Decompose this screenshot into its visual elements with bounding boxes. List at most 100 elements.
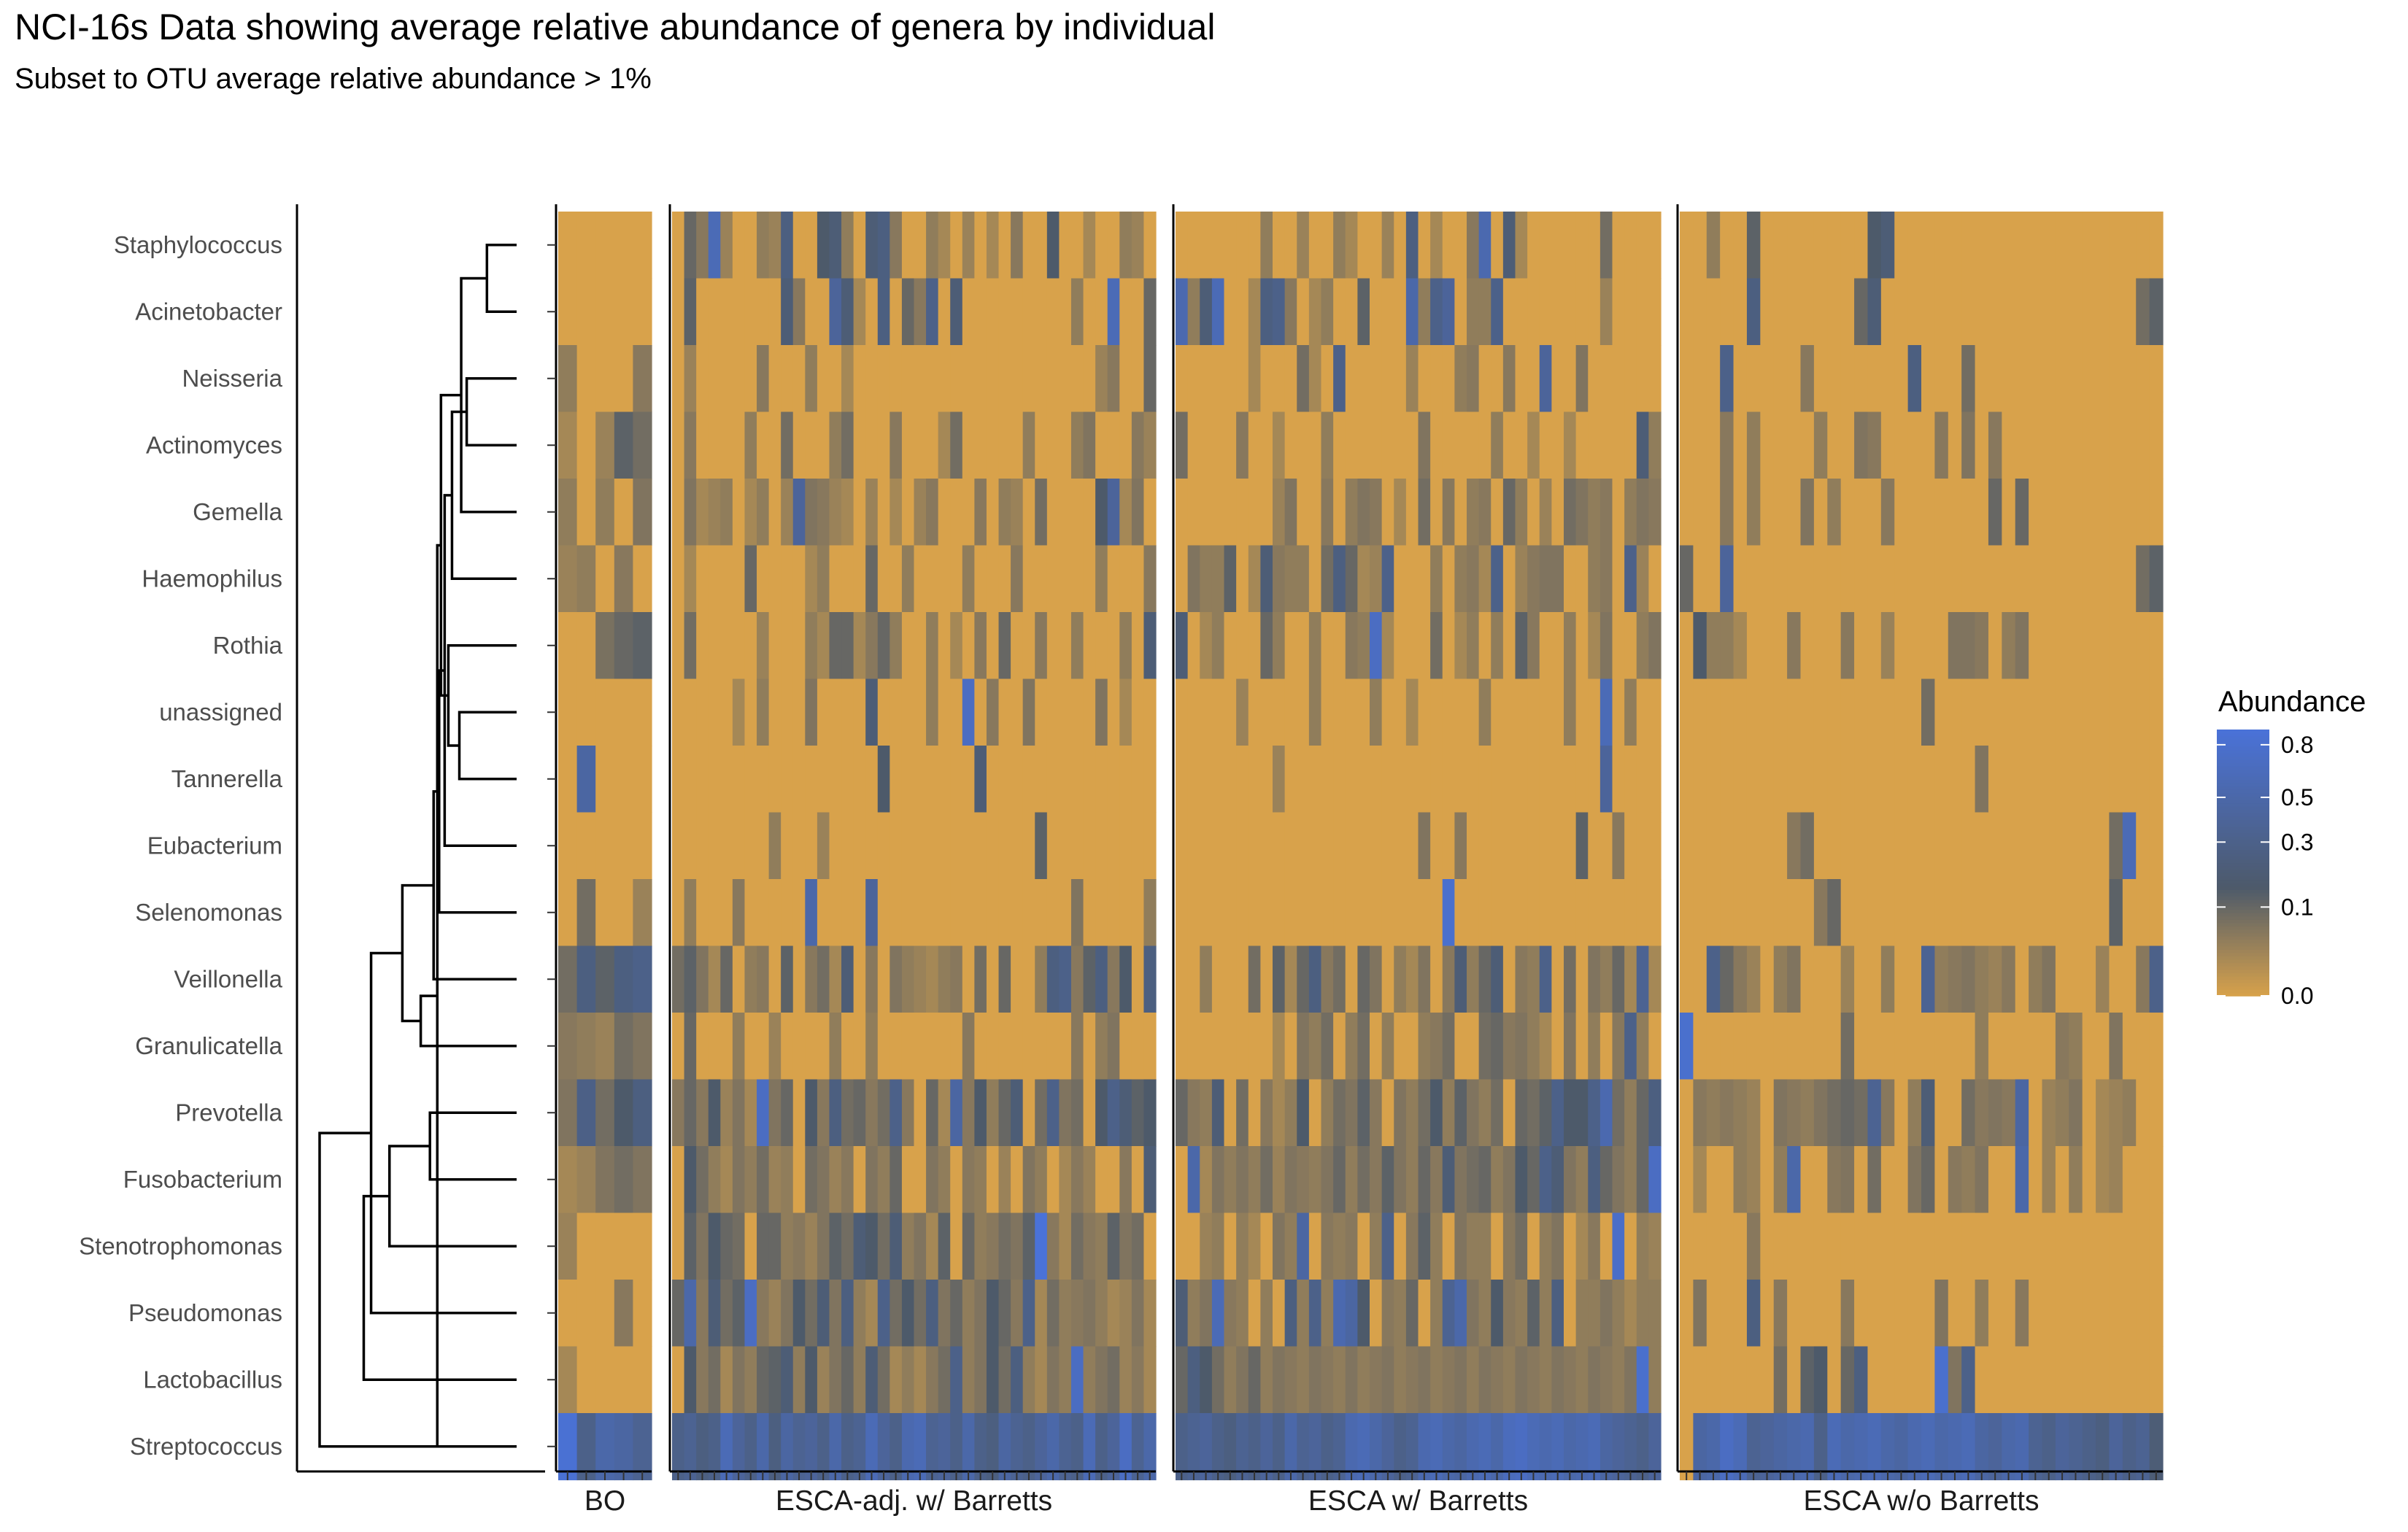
- heatmap-cell: [938, 1146, 951, 1214]
- heatmap-cell: [1948, 945, 1962, 1013]
- heatmap-cell: [1143, 945, 1157, 1013]
- heatmap-cell: [998, 746, 1011, 813]
- heatmap-cell: [1418, 945, 1431, 1013]
- heatmap-cell: [1948, 1013, 1962, 1080]
- heatmap-cell: [829, 278, 842, 346]
- heatmap-cell: [962, 1212, 975, 1280]
- heatmap-cell: [998, 1079, 1011, 1147]
- heatmap-cell: [2042, 278, 2056, 346]
- heatmap-cell: [558, 746, 578, 813]
- heatmap-cell: [829, 545, 842, 613]
- heatmap-cell: [926, 345, 939, 413]
- heatmap-cell: [1907, 545, 1922, 613]
- heatmap-cell: [1854, 212, 1869, 279]
- heatmap-cell: [1345, 479, 1358, 546]
- heatmap-cell: [1773, 812, 1788, 880]
- heatmap-cell: [1921, 212, 1935, 279]
- heatmap-cell: [2015, 411, 2029, 479]
- legend-gradient-step: [2217, 839, 2269, 843]
- heatmap-cell: [1502, 879, 1516, 947]
- heatmap-cell: [768, 1346, 782, 1414]
- heatmap-cell: [1907, 746, 1922, 813]
- heatmap-cell: [1176, 545, 1189, 613]
- heatmap-cell: [684, 411, 697, 479]
- heatmap-cell: [1612, 1013, 1625, 1080]
- heatmap-cell: [1405, 1413, 1419, 1481]
- heatmap-cell: [2069, 612, 2083, 680]
- heatmap-cell: [2149, 479, 2164, 546]
- heatmap-cell: [1575, 212, 1589, 279]
- heatmap-cell: [1143, 411, 1157, 479]
- heatmap-cell: [1248, 545, 1261, 613]
- heatmap-cell: [1948, 345, 1962, 413]
- heatmap-cell: [914, 812, 927, 880]
- heatmap-cell: [962, 479, 975, 546]
- heatmap-cell: [1418, 411, 1431, 479]
- heatmap-cell: [1284, 1146, 1297, 1214]
- heatmap-cell: [1059, 1346, 1072, 1414]
- heatmap-cell: [1636, 945, 1649, 1013]
- heatmap-cell: [1491, 612, 1504, 680]
- heatmap-cell: [1934, 1413, 1949, 1481]
- heatmap-cell: [1840, 212, 1855, 279]
- heatmap-cell: [1176, 278, 1189, 346]
- heatmap-cell: [1491, 879, 1504, 947]
- heatmap-cell: [1046, 1346, 1060, 1414]
- heatmap-cell: [1454, 678, 1467, 746]
- heatmap-cell: [1988, 1212, 2002, 1280]
- heatmap-cell: [1988, 278, 2002, 346]
- heatmap-cell: [1907, 1280, 1922, 1347]
- heatmap-cell: [1297, 345, 1310, 413]
- heatmap-cell: [2122, 1346, 2137, 1414]
- heatmap-cell: [1551, 812, 1564, 880]
- heatmap-cell: [732, 1079, 746, 1147]
- heatmap-cell: [1648, 1346, 1662, 1414]
- heatmap-cell: [1418, 1212, 1431, 1280]
- heatmap-cell: [1248, 746, 1261, 813]
- heatmap-cell: [1224, 345, 1237, 413]
- heatmap-cell: [1022, 411, 1035, 479]
- heatmap-cell: [1975, 812, 1989, 880]
- heatmap-cell: [1394, 678, 1407, 746]
- heatmap-cell: [1551, 1413, 1564, 1481]
- heatmap-cell: [1059, 879, 1072, 947]
- heatmap-cell: [805, 612, 818, 680]
- heatmap-cell: [926, 1346, 939, 1414]
- heatmap-cell: [744, 879, 757, 947]
- heatmap-cell: [2055, 812, 2069, 880]
- heatmap-cell: [829, 879, 842, 947]
- heatmap-cell: [684, 945, 697, 1013]
- heatmap-cell: [558, 945, 578, 1013]
- heatmap-cell: [2082, 278, 2096, 346]
- heatmap-cell: [1357, 1146, 1370, 1214]
- heatmap-cell: [950, 1013, 963, 1080]
- heatmap-cell: [792, 278, 806, 346]
- heatmap-cell: [1297, 479, 1310, 546]
- heatmap-cell: [1370, 545, 1383, 613]
- heatmap-cell: [1478, 678, 1492, 746]
- heatmap-cell: [901, 545, 915, 613]
- heatmap-cell: [1035, 479, 1048, 546]
- heatmap-cell: [558, 678, 578, 746]
- heatmap-cell: [1095, 1079, 1108, 1147]
- heatmap-cell: [1800, 1013, 1815, 1080]
- genus-label: Granulicatella: [135, 1032, 282, 1059]
- heatmap-cell: [817, 746, 830, 813]
- heatmap-cell: [1827, 212, 1842, 279]
- heatmap-cell: [1867, 678, 1882, 746]
- heatmap-cell: [1907, 812, 1922, 880]
- heatmap-cell: [1022, 1079, 1035, 1147]
- heatmap-cell: [853, 212, 866, 279]
- heatmap-cell: [732, 1013, 746, 1080]
- heatmap-cell: [781, 1212, 794, 1280]
- heatmap-cell: [696, 1013, 709, 1080]
- heatmap-cell: [1746, 1212, 1761, 1280]
- facet-label: BO: [584, 1485, 625, 1517]
- heatmap-cell: [1693, 1013, 1707, 1080]
- heatmap-cell: [1467, 212, 1480, 279]
- heatmap-cell: [1612, 545, 1625, 613]
- heatmap-cell: [744, 1146, 757, 1214]
- heatmap-cell: [1760, 1013, 1775, 1080]
- heatmap-cell: [1478, 746, 1492, 813]
- heatmap-cell: [998, 1212, 1011, 1280]
